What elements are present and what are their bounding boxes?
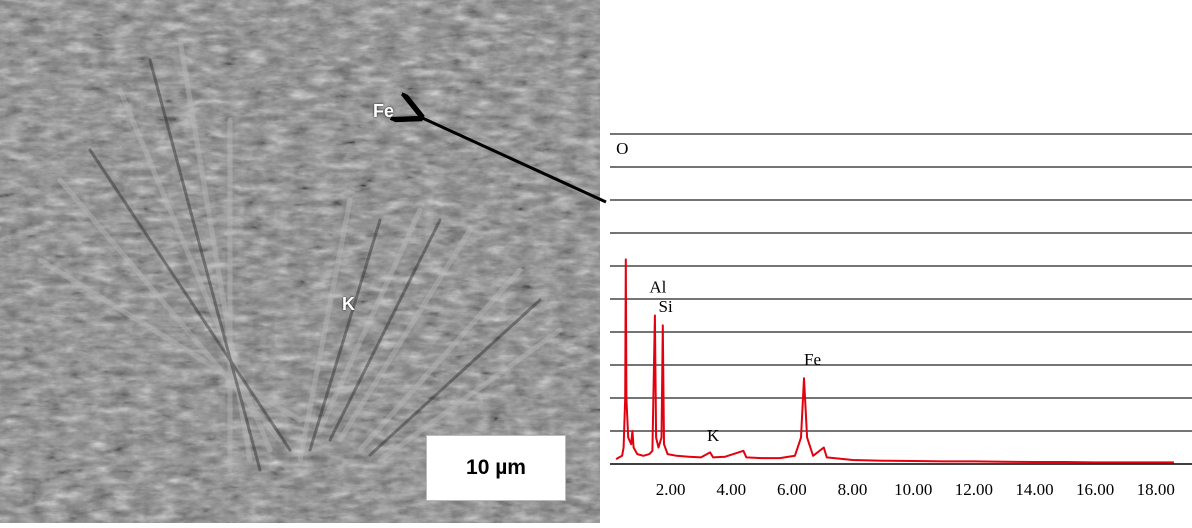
x-tick-label: 10.00 — [894, 480, 932, 499]
peak-label-o: O — [616, 139, 628, 158]
x-tick-label: 2.00 — [656, 480, 686, 499]
x-tick-label: 8.00 — [838, 480, 868, 499]
x-tick-label: 4.00 — [716, 480, 746, 499]
sem-texture — [0, 0, 600, 523]
peak-label-si: Si — [659, 297, 673, 316]
peak-label-k: K — [707, 426, 720, 445]
scale-bar-label: 10 µm — [426, 435, 566, 501]
x-tick-label: 18.00 — [1137, 480, 1175, 499]
x-tick-label: 16.00 — [1076, 480, 1114, 499]
x-tick-label: 14.00 — [1015, 480, 1053, 499]
peak-label-al: Al — [649, 277, 666, 296]
spectrum-series — [615, 258, 1174, 464]
sem-micrograph: Fe K 10 µm — [0, 0, 600, 523]
chart-gridlines — [610, 133, 1192, 432]
spectrum-line-1 — [615, 258, 1174, 464]
peak-label-fe: Fe — [804, 350, 821, 369]
sem-label-k: K — [342, 294, 355, 314]
x-axis-ticks: 2.00 4.00 6.00 8.00 10.00 12.00 14.00 16.00 18.0… — [656, 480, 1175, 499]
sem-label-fe: Fe — [373, 101, 395, 121]
x-tick-label: 6.00 — [777, 480, 807, 499]
pointer-arrow — [418, 116, 607, 204]
x-tick-label: 12.00 — [955, 480, 993, 499]
